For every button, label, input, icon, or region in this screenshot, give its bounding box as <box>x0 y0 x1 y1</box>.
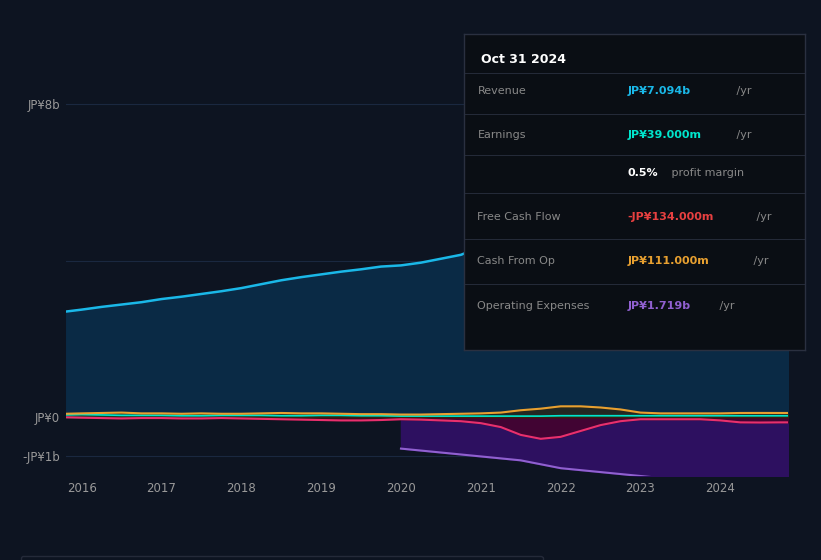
Text: 0.5%: 0.5% <box>627 168 658 178</box>
Text: Oct 31 2024: Oct 31 2024 <box>481 53 566 66</box>
Text: /yr: /yr <box>716 301 735 311</box>
Text: JP¥39.000m: JP¥39.000m <box>627 130 701 140</box>
Text: JP¥111.000m: JP¥111.000m <box>627 256 709 267</box>
Text: Revenue: Revenue <box>478 86 526 96</box>
Text: /yr: /yr <box>733 130 751 140</box>
Text: -JP¥134.000m: -JP¥134.000m <box>627 212 713 222</box>
Text: JP¥1.719b: JP¥1.719b <box>627 301 690 311</box>
Text: Earnings: Earnings <box>478 130 526 140</box>
Text: /yr: /yr <box>733 86 751 96</box>
Text: Cash From Op: Cash From Op <box>478 256 555 267</box>
Text: /yr: /yr <box>750 256 768 267</box>
Bar <box>720 73 800 476</box>
Text: JP¥7.094b: JP¥7.094b <box>627 86 690 96</box>
Text: Operating Expenses: Operating Expenses <box>478 301 589 311</box>
Text: profit margin: profit margin <box>668 168 745 178</box>
Text: /yr: /yr <box>754 212 772 222</box>
Text: Free Cash Flow: Free Cash Flow <box>478 212 561 222</box>
Legend: Revenue, Earnings, Free Cash Flow, Cash From Op, Operating Expenses: Revenue, Earnings, Free Cash Flow, Cash … <box>21 556 543 560</box>
